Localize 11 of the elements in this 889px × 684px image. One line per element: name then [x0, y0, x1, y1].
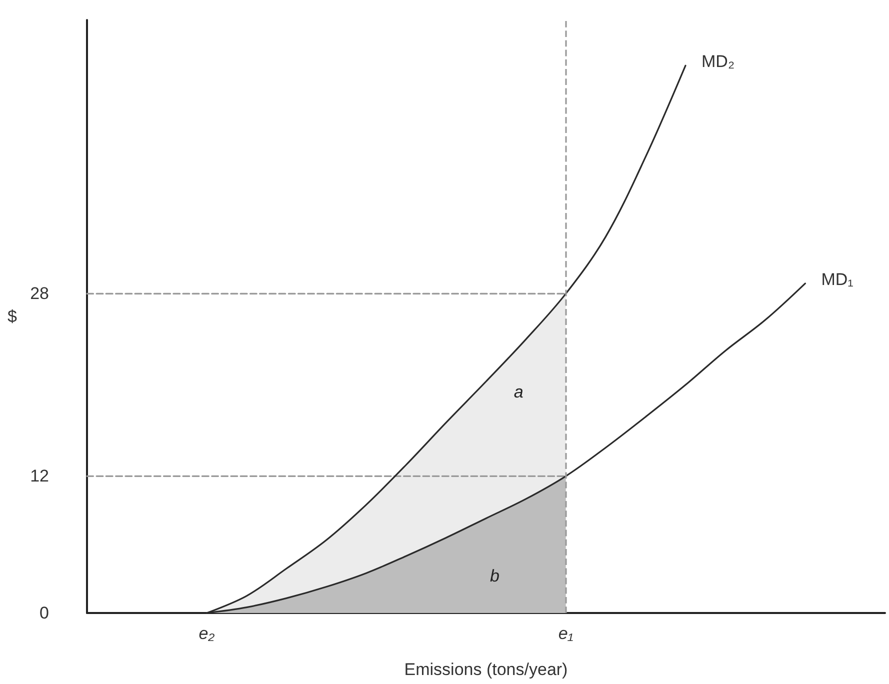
y-tick-label: 28	[30, 284, 49, 304]
y-tick-label: 12	[30, 466, 49, 486]
x-axis-title: Emissions (tons/year)	[404, 660, 568, 679]
y-tick-label: 0	[40, 604, 49, 622]
annotation: a	[514, 382, 524, 402]
x-tick-label: e₂	[198, 624, 216, 643]
y-axis-title: $	[8, 307, 18, 326]
series-label: MD₁	[821, 270, 854, 289]
annotation: b	[490, 566, 500, 586]
series-label: MD₂	[702, 52, 735, 72]
x-tick-label: e₁	[558, 624, 574, 643]
